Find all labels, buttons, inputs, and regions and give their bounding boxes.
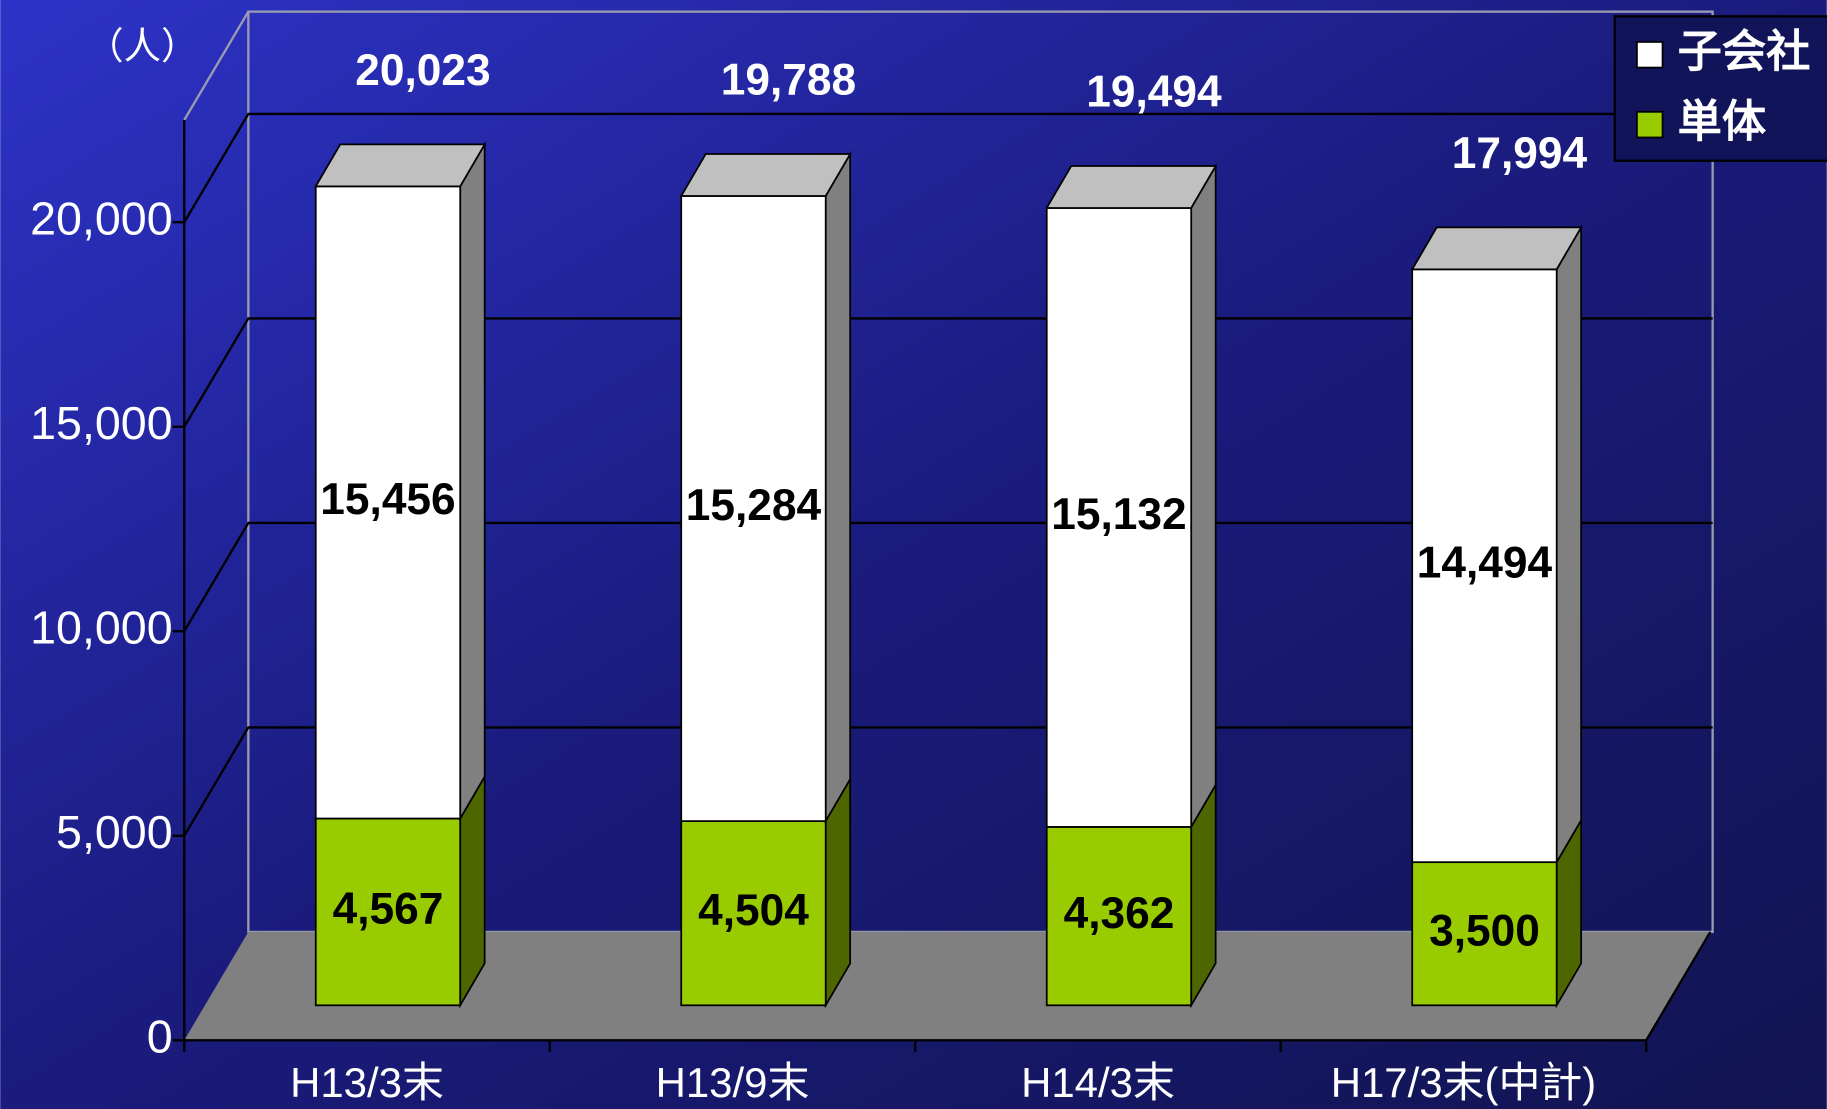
floor [184, 931, 1711, 1041]
total-label: 17,994 [1452, 129, 1588, 178]
value-label: 4,362 [1064, 889, 1175, 938]
total-label: 19,788 [721, 56, 856, 105]
bar-top [1410, 226, 1583, 271]
value-label: 15,132 [1051, 490, 1186, 539]
unit-label: （人） [86, 25, 198, 67]
total-label: 20,023 [355, 46, 490, 95]
value-label: 15,284 [686, 481, 822, 530]
bar-segment [680, 820, 827, 1007]
value-label: 15,456 [320, 475, 455, 524]
x-tick-label: H13/3末 [290, 1059, 444, 1106]
y-tick-label: 15,000 [30, 397, 172, 449]
y-tick-label: 10,000 [30, 602, 172, 654]
x-tick-label: H13/9末 [656, 1059, 810, 1106]
grid-line [183, 521, 1713, 632]
bar-top [1045, 165, 1218, 209]
total-label: 19,494 [1086, 68, 1222, 117]
grid-line [183, 726, 1713, 837]
bar-segment [1411, 268, 1558, 864]
legend-label: 子会社 [1678, 27, 1811, 76]
wall-edge [183, 11, 250, 121]
bar-side [824, 150, 852, 825]
value-label: 14,494 [1417, 538, 1553, 587]
value-label: 4,567 [333, 885, 444, 934]
y-tick-label: 5,000 [56, 806, 173, 858]
x-tick-label: H17/3末(中計) [1331, 1059, 1597, 1106]
bar-segment [1411, 861, 1558, 1007]
bar-top [679, 153, 852, 197]
bar-segment [1045, 207, 1193, 828]
value-label: 3,500 [1429, 906, 1540, 955]
bar-side [459, 141, 486, 822]
x-tick-label: H14/3末 [1021, 1059, 1175, 1106]
legend-swatch [1636, 41, 1664, 69]
bar-segment [680, 195, 827, 822]
legend-swatch [1636, 110, 1664, 139]
grid-line [183, 112, 1713, 223]
bar-segment [1045, 826, 1193, 1007]
floor-edge [1645, 931, 1712, 1041]
value-label: 4,504 [698, 886, 809, 935]
bar-segment [314, 185, 462, 820]
bar-side [1555, 224, 1583, 866]
y-tick-label: 0 [147, 1011, 173, 1063]
grid-line [183, 317, 1713, 428]
bar-top [314, 143, 487, 188]
legend-label: 単体 [1678, 97, 1767, 146]
y-tick-label: 20,000 [30, 193, 172, 245]
bar-side [1190, 162, 1217, 831]
